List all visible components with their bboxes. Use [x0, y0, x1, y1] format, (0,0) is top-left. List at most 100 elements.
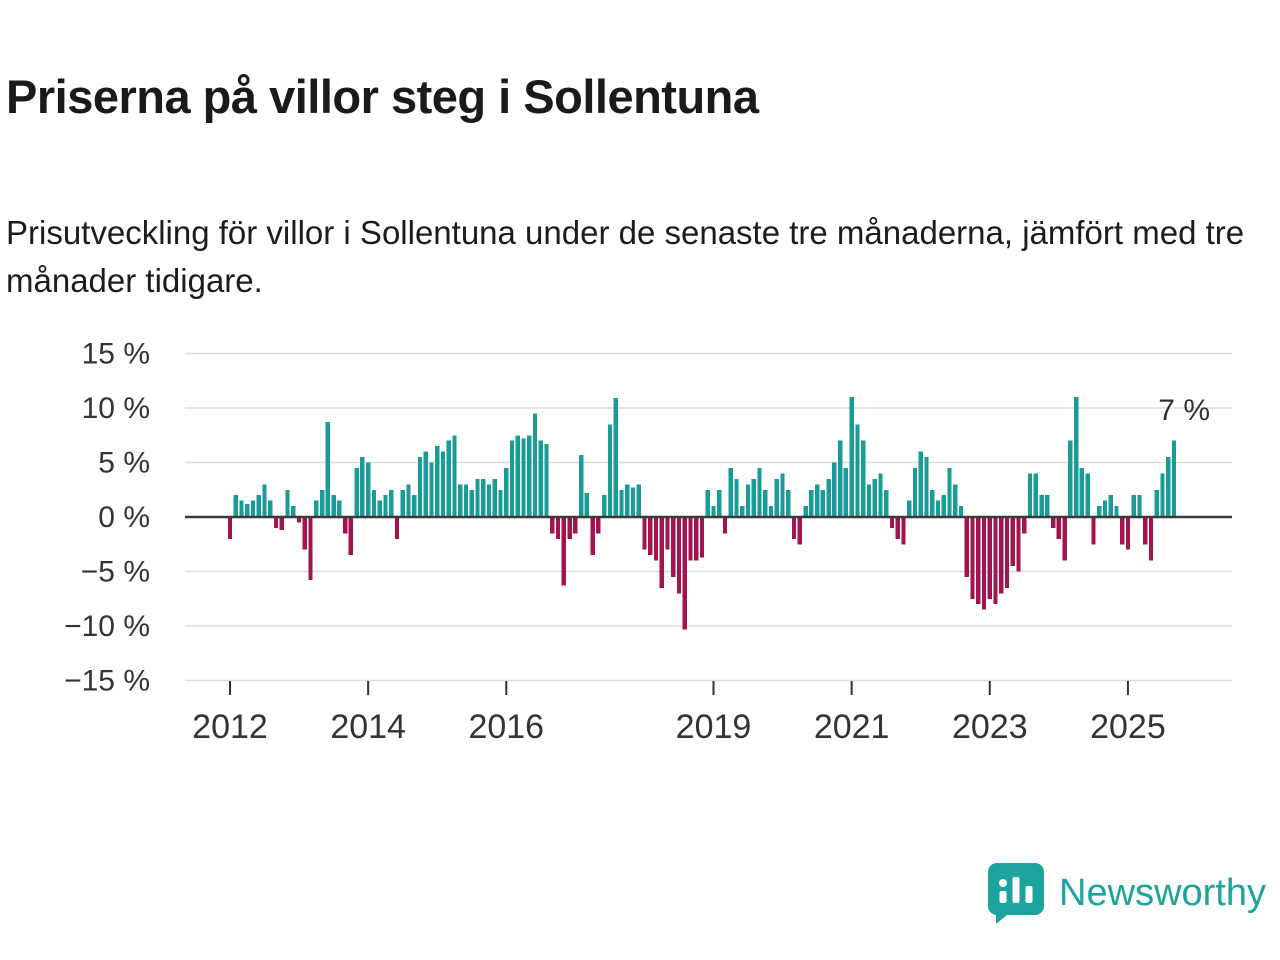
bar: [866, 484, 872, 517]
bar: [653, 517, 659, 561]
bar: [1073, 397, 1079, 517]
bar: [1085, 473, 1090, 517]
bar: [590, 517, 595, 556]
bar: [1050, 517, 1056, 528]
bar: [268, 500, 273, 517]
bar: [797, 517, 802, 545]
bar: [521, 438, 526, 517]
x-axis-label: 2021: [814, 708, 890, 746]
bar: [239, 500, 244, 517]
bar: [1010, 517, 1015, 567]
bar: [1027, 473, 1033, 517]
bar: [625, 484, 630, 517]
bar: [1033, 473, 1038, 517]
bar: [671, 517, 676, 577]
bar: [371, 489, 377, 517]
bar: [711, 506, 716, 517]
bar: [1171, 440, 1177, 517]
bar: [550, 517, 555, 534]
bar: [400, 489, 405, 517]
bar: [567, 517, 572, 539]
bar: [924, 457, 929, 517]
bar: [383, 495, 388, 517]
bar: [475, 478, 480, 517]
bar: [843, 467, 849, 517]
bar: [1022, 517, 1027, 534]
y-axis-label: 0 %: [98, 501, 150, 534]
bar: [1160, 473, 1165, 517]
bar: [809, 489, 814, 517]
bar: [538, 440, 543, 517]
bar: [837, 440, 843, 517]
bar: [227, 517, 233, 539]
y-axis-label: −5 %: [81, 556, 150, 589]
bar: [337, 500, 342, 517]
bar: [1102, 500, 1108, 517]
bar: [273, 517, 279, 528]
bar: [1125, 517, 1131, 550]
x-axis-label: 2025: [1090, 708, 1166, 746]
bar: [509, 440, 515, 517]
bar: [1148, 517, 1154, 561]
bar: [1137, 495, 1142, 517]
bar: [855, 424, 860, 517]
bar: [1068, 440, 1073, 517]
bar: [446, 440, 451, 517]
bar: [417, 457, 423, 517]
bar: [981, 517, 987, 610]
bar: [728, 467, 733, 517]
bar: [578, 454, 584, 517]
bar: [331, 495, 336, 517]
x-axis-label: 2023: [952, 708, 1028, 746]
bar: [912, 467, 918, 517]
x-axis-label: 2016: [468, 708, 544, 746]
bar: [607, 424, 613, 517]
bar: [1166, 457, 1171, 517]
bar: [561, 517, 566, 586]
bar: [889, 517, 895, 528]
x-axis-label: 2014: [330, 708, 406, 746]
bar: [291, 506, 296, 517]
bar: [360, 457, 365, 517]
bar: [486, 484, 492, 517]
bar: [999, 517, 1004, 594]
bar: [786, 489, 791, 517]
bar: [1097, 506, 1102, 517]
bar: [463, 484, 469, 517]
bar: [1062, 517, 1067, 561]
bar: [803, 506, 808, 517]
bar: [768, 506, 774, 517]
bar: [469, 489, 474, 517]
bar: [1004, 517, 1010, 588]
bar: [717, 489, 722, 517]
bar: [740, 506, 745, 517]
bar: [613, 398, 618, 517]
bar: [861, 440, 866, 517]
bar: [429, 462, 434, 517]
bar: [1154, 489, 1159, 517]
bar: [245, 503, 250, 517]
newsworthy-logo: Newsworthy: [987, 862, 1266, 924]
bar: [527, 435, 532, 517]
bar: [532, 413, 538, 517]
bar: [601, 495, 607, 517]
bar: [555, 517, 561, 539]
bar: [250, 500, 256, 517]
bar: [941, 495, 946, 517]
bar: [319, 489, 325, 517]
bar: [504, 467, 509, 517]
bar: [901, 517, 906, 545]
bar: [1056, 517, 1062, 539]
bar: [878, 473, 883, 517]
bar: [1143, 517, 1148, 545]
bar: [308, 517, 313, 581]
newsworthy-logo-text: Newsworthy: [1059, 871, 1266, 914]
bar: [481, 478, 486, 517]
bar: [676, 517, 682, 594]
bar: [544, 443, 549, 517]
bar: [757, 467, 762, 517]
bar: [935, 500, 941, 517]
bar: [406, 484, 411, 517]
bar: [648, 517, 653, 556]
